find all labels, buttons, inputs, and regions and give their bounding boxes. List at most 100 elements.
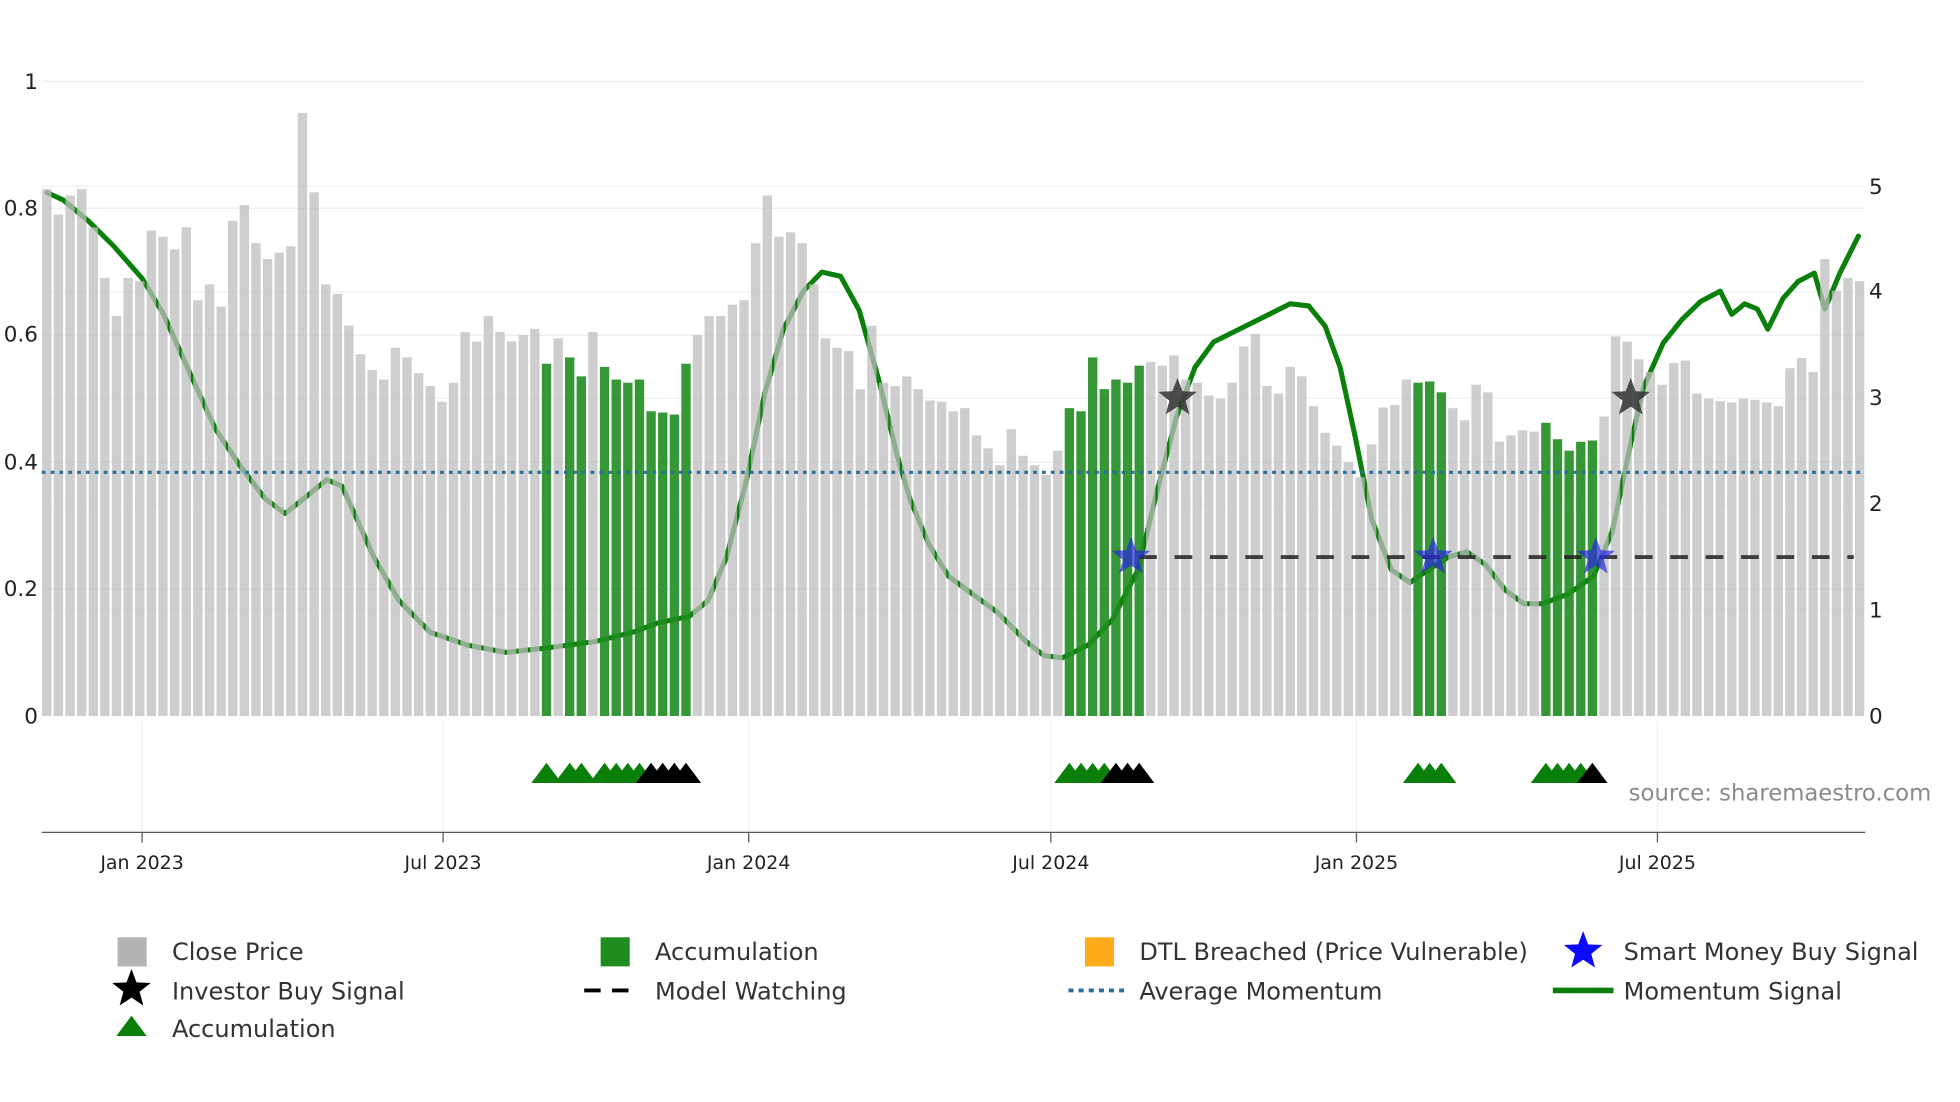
accumulation-bar <box>646 411 656 717</box>
close-price-bar <box>1041 474 1051 717</box>
close-price-bar <box>704 316 714 717</box>
accumulation-bar <box>564 357 575 717</box>
close-price-bar <box>797 243 807 717</box>
close-price-bars <box>42 112 1865 717</box>
close-price-bar <box>774 236 784 717</box>
close-price-bar <box>390 347 401 717</box>
investor-star-icon <box>112 968 151 1006</box>
accumulation-bar <box>1064 408 1075 717</box>
close-price-bar <box>1796 358 1807 717</box>
close-price-bar <box>204 284 215 717</box>
close-price-bar <box>193 300 203 717</box>
right-tick: 1 <box>1869 598 1883 623</box>
close-price-bar <box>1332 445 1342 717</box>
close-price-bar <box>286 246 296 717</box>
close-price-bar <box>1204 395 1214 717</box>
legend-label: Close Price <box>172 938 304 966</box>
accumulation-bar <box>634 379 645 717</box>
accumulation-bar <box>1576 441 1586 717</box>
close-price-bar <box>42 189 52 717</box>
close-price-bar <box>77 189 87 717</box>
close-price-bar <box>832 347 842 717</box>
close-price-bar <box>716 316 726 717</box>
close-price-bar <box>1506 435 1516 717</box>
close-price-bar <box>1343 462 1354 717</box>
accumulation-triangle-green <box>531 762 562 784</box>
close-price-bar <box>936 401 947 717</box>
close-price-bar <box>1680 360 1691 717</box>
legend-label: Investor Buy Signal <box>172 977 405 1005</box>
accumulation-bar <box>541 363 552 717</box>
close-price-bar <box>1146 361 1156 717</box>
close-price-bar <box>239 205 249 717</box>
close-price-bar <box>727 304 738 717</box>
close-price-bar <box>309 192 319 717</box>
close-price-bar <box>1180 379 1191 717</box>
smart-money-buy-signal-star <box>1576 536 1616 574</box>
accumulation-bar <box>1076 411 1086 717</box>
close-price-bar <box>971 435 982 717</box>
close-price-bar <box>1355 477 1365 717</box>
close-price-bar <box>692 335 703 717</box>
smart-money-star-icon <box>1563 930 1603 968</box>
close-price-bar <box>169 249 180 717</box>
close-price-bar <box>1471 384 1481 717</box>
investor-buy-signal-star <box>1158 377 1197 415</box>
x-tick-label: Jul 2024 <box>1011 852 1089 874</box>
legend-label: Smart Money Buy Signal <box>1624 938 1919 966</box>
close-price-bar <box>855 389 865 717</box>
accumulation-bar <box>1413 382 1423 717</box>
accumulation-triangle-green <box>1426 762 1457 784</box>
close-price-bar <box>1401 379 1412 717</box>
close-price-bar <box>530 328 540 717</box>
left-tick: 0.4 <box>4 450 38 475</box>
close-price-bar <box>1227 382 1237 717</box>
left-tick: 0.8 <box>4 196 38 221</box>
close-price-bar <box>53 214 64 717</box>
right-tick: 5 <box>1869 175 1883 200</box>
close-price-bar <box>1483 392 1493 717</box>
accumulation-bar <box>1087 357 1098 717</box>
investor-buy-signal-star <box>1611 377 1650 415</box>
close-price-bar <box>111 316 122 717</box>
close-price-bar <box>274 252 284 717</box>
legend-swatch-close-price <box>117 937 147 967</box>
close-price-bar <box>262 259 273 717</box>
right-tick: 2 <box>1869 492 1883 517</box>
close-price-bar <box>344 325 354 717</box>
close-price-bar <box>1645 371 1656 717</box>
legend-label: Accumulation <box>172 1015 336 1043</box>
close-price-bar <box>506 341 517 717</box>
signal-stars <box>1111 377 1650 574</box>
close-price-bar <box>1285 366 1295 717</box>
close-price-bar <box>890 385 900 717</box>
close-price-bar <box>1239 346 1249 717</box>
close-price-bar <box>123 277 133 717</box>
legend-label: Model Watching <box>655 977 847 1005</box>
x-tick-label: Jul 2025 <box>1618 852 1696 874</box>
close-price-bar <box>1517 430 1528 717</box>
close-price-bar <box>1831 290 1842 717</box>
close-price-bar <box>1262 385 1272 717</box>
close-price-bar <box>1157 365 1168 717</box>
close-price-bar <box>785 232 796 717</box>
close-price-bar <box>495 331 505 717</box>
close-price-bar <box>1018 455 1028 717</box>
close-price-bar <box>135 281 145 717</box>
legend-label: DTL Breached (Price Vulnerable) <box>1139 938 1528 966</box>
accumulation-triangle-black <box>670 762 702 784</box>
accumulation-triangle-black <box>1577 762 1608 784</box>
accumulation-bar <box>669 414 680 717</box>
close-price-bar <box>1622 341 1632 717</box>
close-price-bar <box>251 243 261 717</box>
legend-swatch-accumulation <box>600 937 630 967</box>
close-price-bar <box>1785 368 1795 717</box>
accumulation-triangles <box>531 762 1608 784</box>
accumulation-bar <box>623 382 633 717</box>
smart-money-buy-signal-star <box>1413 536 1453 574</box>
accumulation-triangle-green <box>566 762 597 784</box>
accumulation-bar <box>1099 389 1109 717</box>
close-price-bar <box>297 112 308 717</box>
close-price-bar <box>1843 277 1853 717</box>
close-price-bar <box>1250 333 1261 717</box>
